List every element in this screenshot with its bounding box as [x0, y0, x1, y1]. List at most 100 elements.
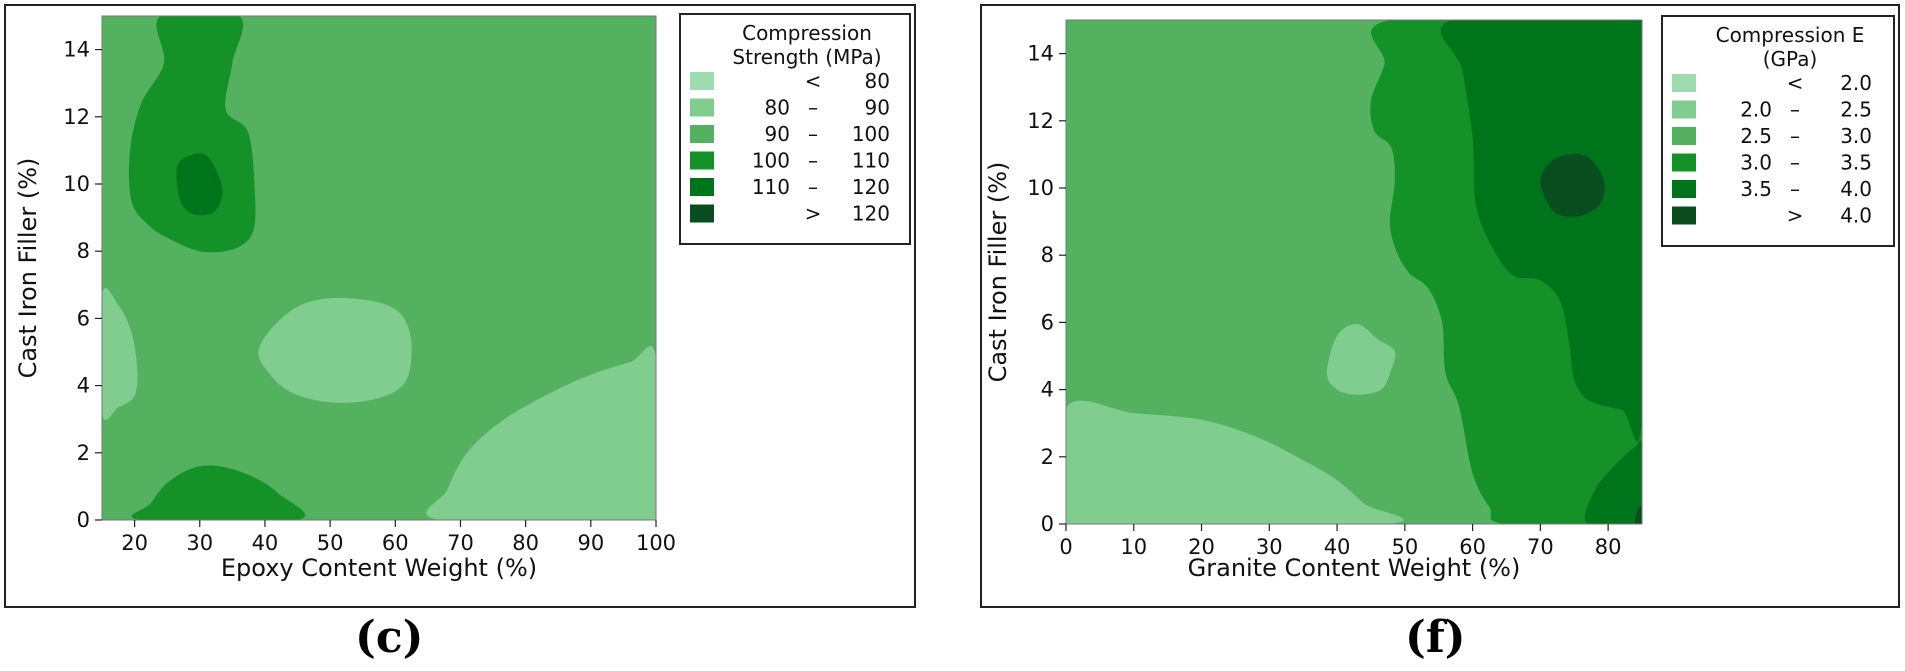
- legend-swatch: [1672, 100, 1696, 119]
- plot-frame: [101, 15, 657, 521]
- x-tick-label: 90: [577, 531, 604, 555]
- y-tick-label: 10: [63, 172, 90, 196]
- y-tick-label: 2: [1041, 445, 1054, 469]
- x-tick-label: 70: [447, 531, 474, 555]
- legend: Compression E(GPa)< 2.02.0–2.52.5–3.03.0–…: [1661, 15, 1895, 247]
- contour-region-5: [426, 345, 656, 520]
- contour-fill-group: [102, 16, 656, 520]
- y-tick-label: 12: [1027, 109, 1054, 133]
- legend-range-operator: >: [805, 202, 822, 226]
- legend-range-high: 3.5: [1840, 151, 1872, 175]
- y-tick-label: 6: [77, 306, 90, 330]
- x-tick-label: 30: [186, 531, 213, 555]
- y-tick-label: 10: [1027, 176, 1054, 200]
- x-tick-label: 0: [1059, 535, 1072, 559]
- y-tick-label: 2: [77, 441, 90, 465]
- x-tick-label: 30: [1256, 535, 1283, 559]
- legend-swatch: [690, 204, 714, 223]
- legend-range-operator: –: [1790, 151, 1800, 175]
- contour-region-3: [1584, 440, 1642, 524]
- contour-region-5: [1066, 400, 1404, 524]
- contour-region-2: [131, 465, 306, 520]
- legend-range-low: 80: [765, 96, 790, 120]
- x-tick-label: 20: [1188, 535, 1215, 559]
- legend-range-operator: –: [808, 149, 818, 173]
- legend-range-operator: <: [1787, 71, 1804, 95]
- legend-swatch: [1672, 206, 1696, 225]
- legend-range-operator: –: [1790, 124, 1800, 148]
- x-tick-label: 80: [512, 531, 539, 555]
- legend-range-high: 2.0: [1840, 71, 1872, 95]
- x-tick-label: 20: [121, 531, 148, 555]
- legend-range-operator: –: [1790, 98, 1800, 122]
- legend-title: Compression: [742, 21, 872, 45]
- legend-box: [1661, 15, 1895, 247]
- chart-panel-c: 20 30 40 50 60 70 80 90 100 0 2 4 6 8 10 12 14 Epoxy Cont…: [4, 4, 916, 608]
- legend-range-high: 110: [852, 149, 890, 173]
- x-tick-label: 50: [317, 531, 344, 555]
- x-tick-label: 40: [252, 531, 279, 555]
- legend-title: (GPa): [1763, 47, 1818, 71]
- y-tick-label: 6: [1041, 310, 1054, 334]
- legend-range-high: 3.0: [1840, 124, 1872, 148]
- legend-range-high: 120: [852, 202, 890, 226]
- y-tick-label: 8: [1041, 243, 1054, 267]
- legend-range-operator: >: [1787, 204, 1804, 228]
- contour-fill-group: [1066, 20, 1642, 524]
- legend-range-high: 100: [852, 122, 890, 146]
- legend-swatch: [1672, 127, 1696, 145]
- legend-swatch: [690, 151, 714, 170]
- legend-range-low: 2.5: [1740, 124, 1772, 148]
- contour-region-3: [102, 288, 138, 420]
- contour-region-1: [1440, 20, 1642, 442]
- legend-range-operator: –: [808, 122, 818, 146]
- legend-title: Strength (MPa): [732, 45, 881, 69]
- legend-swatch: [1672, 153, 1696, 172]
- x-tick-label: 40: [1324, 535, 1351, 559]
- contour-chart-f: 0 10 20 30 40 50 60 70 80 0 2 4 6 8 10 12 14 Granite Cont…: [984, 15, 1895, 582]
- y-tick-label: 14: [63, 38, 90, 62]
- legend-title: Compression E: [1716, 23, 1865, 47]
- contour-region-2: [1540, 153, 1605, 217]
- legend-range-high: 120: [852, 175, 890, 199]
- legend-swatch: [1672, 180, 1696, 198]
- legend-range-low: 90: [765, 122, 790, 146]
- y-tick-label: 0: [1041, 512, 1054, 536]
- legend-range-operator: <: [805, 69, 822, 93]
- contour-region-6: [1326, 324, 1396, 395]
- legend-swatch: [690, 125, 714, 143]
- legend-range-low: 2.0: [1740, 98, 1772, 122]
- legend-range-high: 4.0: [1840, 204, 1872, 228]
- x-tick-label: 10: [1120, 535, 1147, 559]
- contour-region-0: [128, 16, 256, 253]
- figure-label-f: (f): [1405, 612, 1466, 663]
- contour-region-4: [1635, 506, 1642, 524]
- legend-range-low: 3.5: [1740, 177, 1772, 201]
- legend-range-low: 100: [752, 149, 790, 173]
- x-tick-label: 100: [636, 531, 676, 555]
- legend-range-high: 80: [865, 69, 890, 93]
- y-axis-label: Cast Iron Filler (%): [14, 158, 42, 379]
- contour-region-1: [176, 153, 223, 216]
- legend-swatch: [1672, 74, 1696, 92]
- figure-label-c: (c): [355, 612, 424, 663]
- plot-frame: [1065, 19, 1643, 525]
- legend-swatch: [690, 98, 714, 117]
- x-tick-label: 70: [1527, 535, 1554, 559]
- y-tick-label: 4: [77, 374, 90, 398]
- y-tick-label: 8: [77, 239, 90, 263]
- y-tick-label: 0: [77, 508, 90, 532]
- legend-range-high: 2.5: [1840, 98, 1872, 122]
- chart-panel-f: 0 10 20 30 40 50 60 70 80 0 2 4 6 8 10 12 14 Granite Cont…: [980, 4, 1900, 608]
- legend-swatch: [690, 178, 714, 196]
- y-tick-label: 12: [63, 105, 90, 129]
- legend-range-high: 4.0: [1840, 177, 1872, 201]
- x-tick-label: 50: [1391, 535, 1418, 559]
- legend-range-operator: –: [1790, 177, 1800, 201]
- legend-range-high: 90: [865, 96, 890, 120]
- legend-range-operator: –: [808, 175, 818, 199]
- legend-range-operator: –: [808, 96, 818, 120]
- legend-range-low: 3.0: [1740, 151, 1772, 175]
